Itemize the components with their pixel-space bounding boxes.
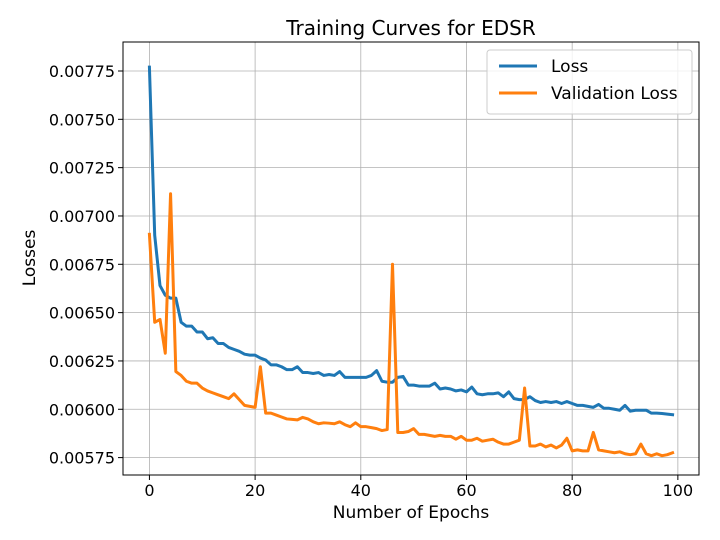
legend-label-loss: Loss — [551, 57, 588, 77]
y-tick-label: 0.00700 — [49, 207, 115, 226]
x-tick-label: 100 — [663, 481, 694, 500]
chart-title: Training Curves for EDSR — [285, 16, 536, 40]
series-line-loss — [147, 65, 675, 417]
y-tick-label: 0.00625 — [49, 352, 115, 371]
x-axis-label: Number of Epochs — [333, 503, 490, 523]
y-tick-label: 0.00750 — [49, 110, 115, 129]
y-tick-label: 0.00725 — [49, 159, 115, 178]
series-layer — [147, 65, 675, 458]
x-tick-label: 60 — [456, 481, 476, 500]
x-tick-label: 20 — [245, 481, 265, 500]
x-axis-ticks: 0 20 40 60 80 100 — [144, 475, 693, 500]
y-tick-label: 0.00675 — [49, 255, 115, 274]
y-tick-label: 0.00600 — [49, 400, 115, 419]
y-axis-ticks: 0.00575 0.00600 0.00625 0.00650 0.00675 0.007… — [49, 62, 123, 468]
plot-frame — [122, 41, 700, 476]
legend-label-validation-loss: Validation Loss — [551, 84, 678, 104]
grid-lines — [123, 42, 699, 475]
y-tick-label: 0.00650 — [49, 304, 115, 323]
y-tick-label: 0.00775 — [49, 62, 115, 81]
y-tick-label: 0.00575 — [49, 449, 115, 468]
legend: Loss Validation Loss — [486, 49, 693, 115]
series-line-validation-loss — [147, 192, 675, 458]
legend-box — [486, 49, 693, 115]
x-tick-label: 80 — [562, 481, 582, 500]
x-tick-label: 40 — [351, 481, 371, 500]
x-tick-label: 0 — [144, 481, 154, 500]
y-axis-label: Losses — [20, 230, 40, 287]
